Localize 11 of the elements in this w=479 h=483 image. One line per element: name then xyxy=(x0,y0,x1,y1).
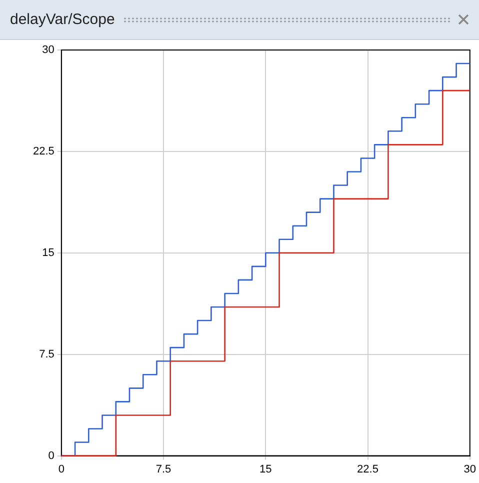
x-tick-label: 22.5 xyxy=(357,463,378,476)
y-tick-label: 22.5 xyxy=(32,145,54,158)
chart-title: delayVar/Scope xyxy=(10,11,115,28)
y-tick-label: 30 xyxy=(42,44,54,56)
y-tick-label: 15 xyxy=(42,246,54,259)
x-tick-label: 30 xyxy=(464,463,476,476)
x-tick-label: 7.5 xyxy=(156,463,172,476)
y-tick-label: 0 xyxy=(48,450,54,462)
x-tick-label: 15 xyxy=(260,463,272,476)
y-tick-label: 7.5 xyxy=(39,348,54,360)
x-tick-label: 0 xyxy=(58,463,64,476)
